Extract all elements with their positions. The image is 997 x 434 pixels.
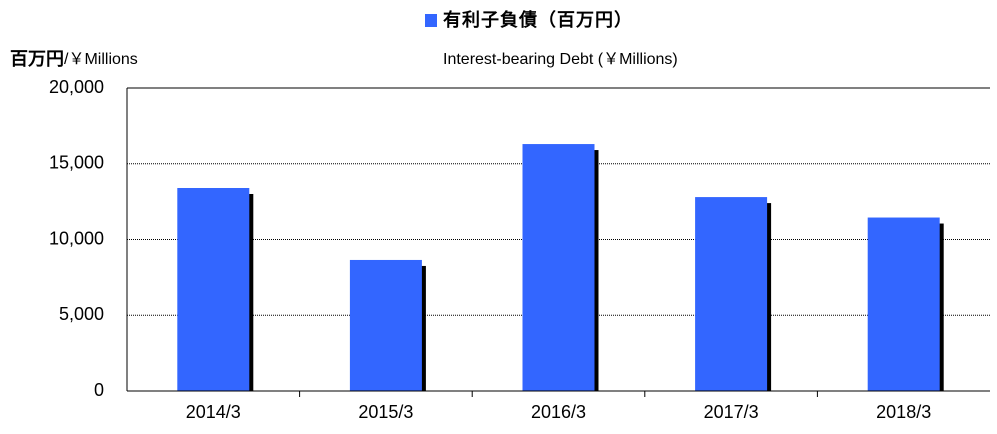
y-axis-label-ja: 百万円: [10, 49, 64, 69]
y-axis-label: 百万円/￥Millions: [10, 49, 138, 69]
y-tick-label: 0: [94, 380, 104, 400]
bar: [695, 197, 768, 391]
x-tick-label: 2017/3: [704, 402, 759, 422]
x-tick-label: 2014/3: [186, 402, 241, 422]
legend-subtitle: Interest-bearing Debt (￥Millions): [443, 51, 678, 68]
y-tick-label: 5,000: [59, 304, 104, 324]
bar: [867, 217, 940, 391]
x-tick-label: 2016/3: [531, 402, 586, 422]
legend-label: 有利子負債（百万円）: [443, 9, 633, 30]
x-tick-label: 2018/3: [876, 402, 931, 422]
y-axis-label-en: /￥Millions: [64, 51, 138, 68]
y-tick-label: 15,000: [49, 153, 104, 173]
legend-swatch: [425, 14, 437, 27]
bar: [177, 187, 250, 391]
bar: [349, 259, 422, 391]
bar: [522, 144, 595, 391]
x-tick-label: 2015/3: [358, 402, 413, 422]
y-tick-label: 20,000: [49, 77, 104, 97]
y-tick-label: 10,000: [49, 228, 104, 248]
